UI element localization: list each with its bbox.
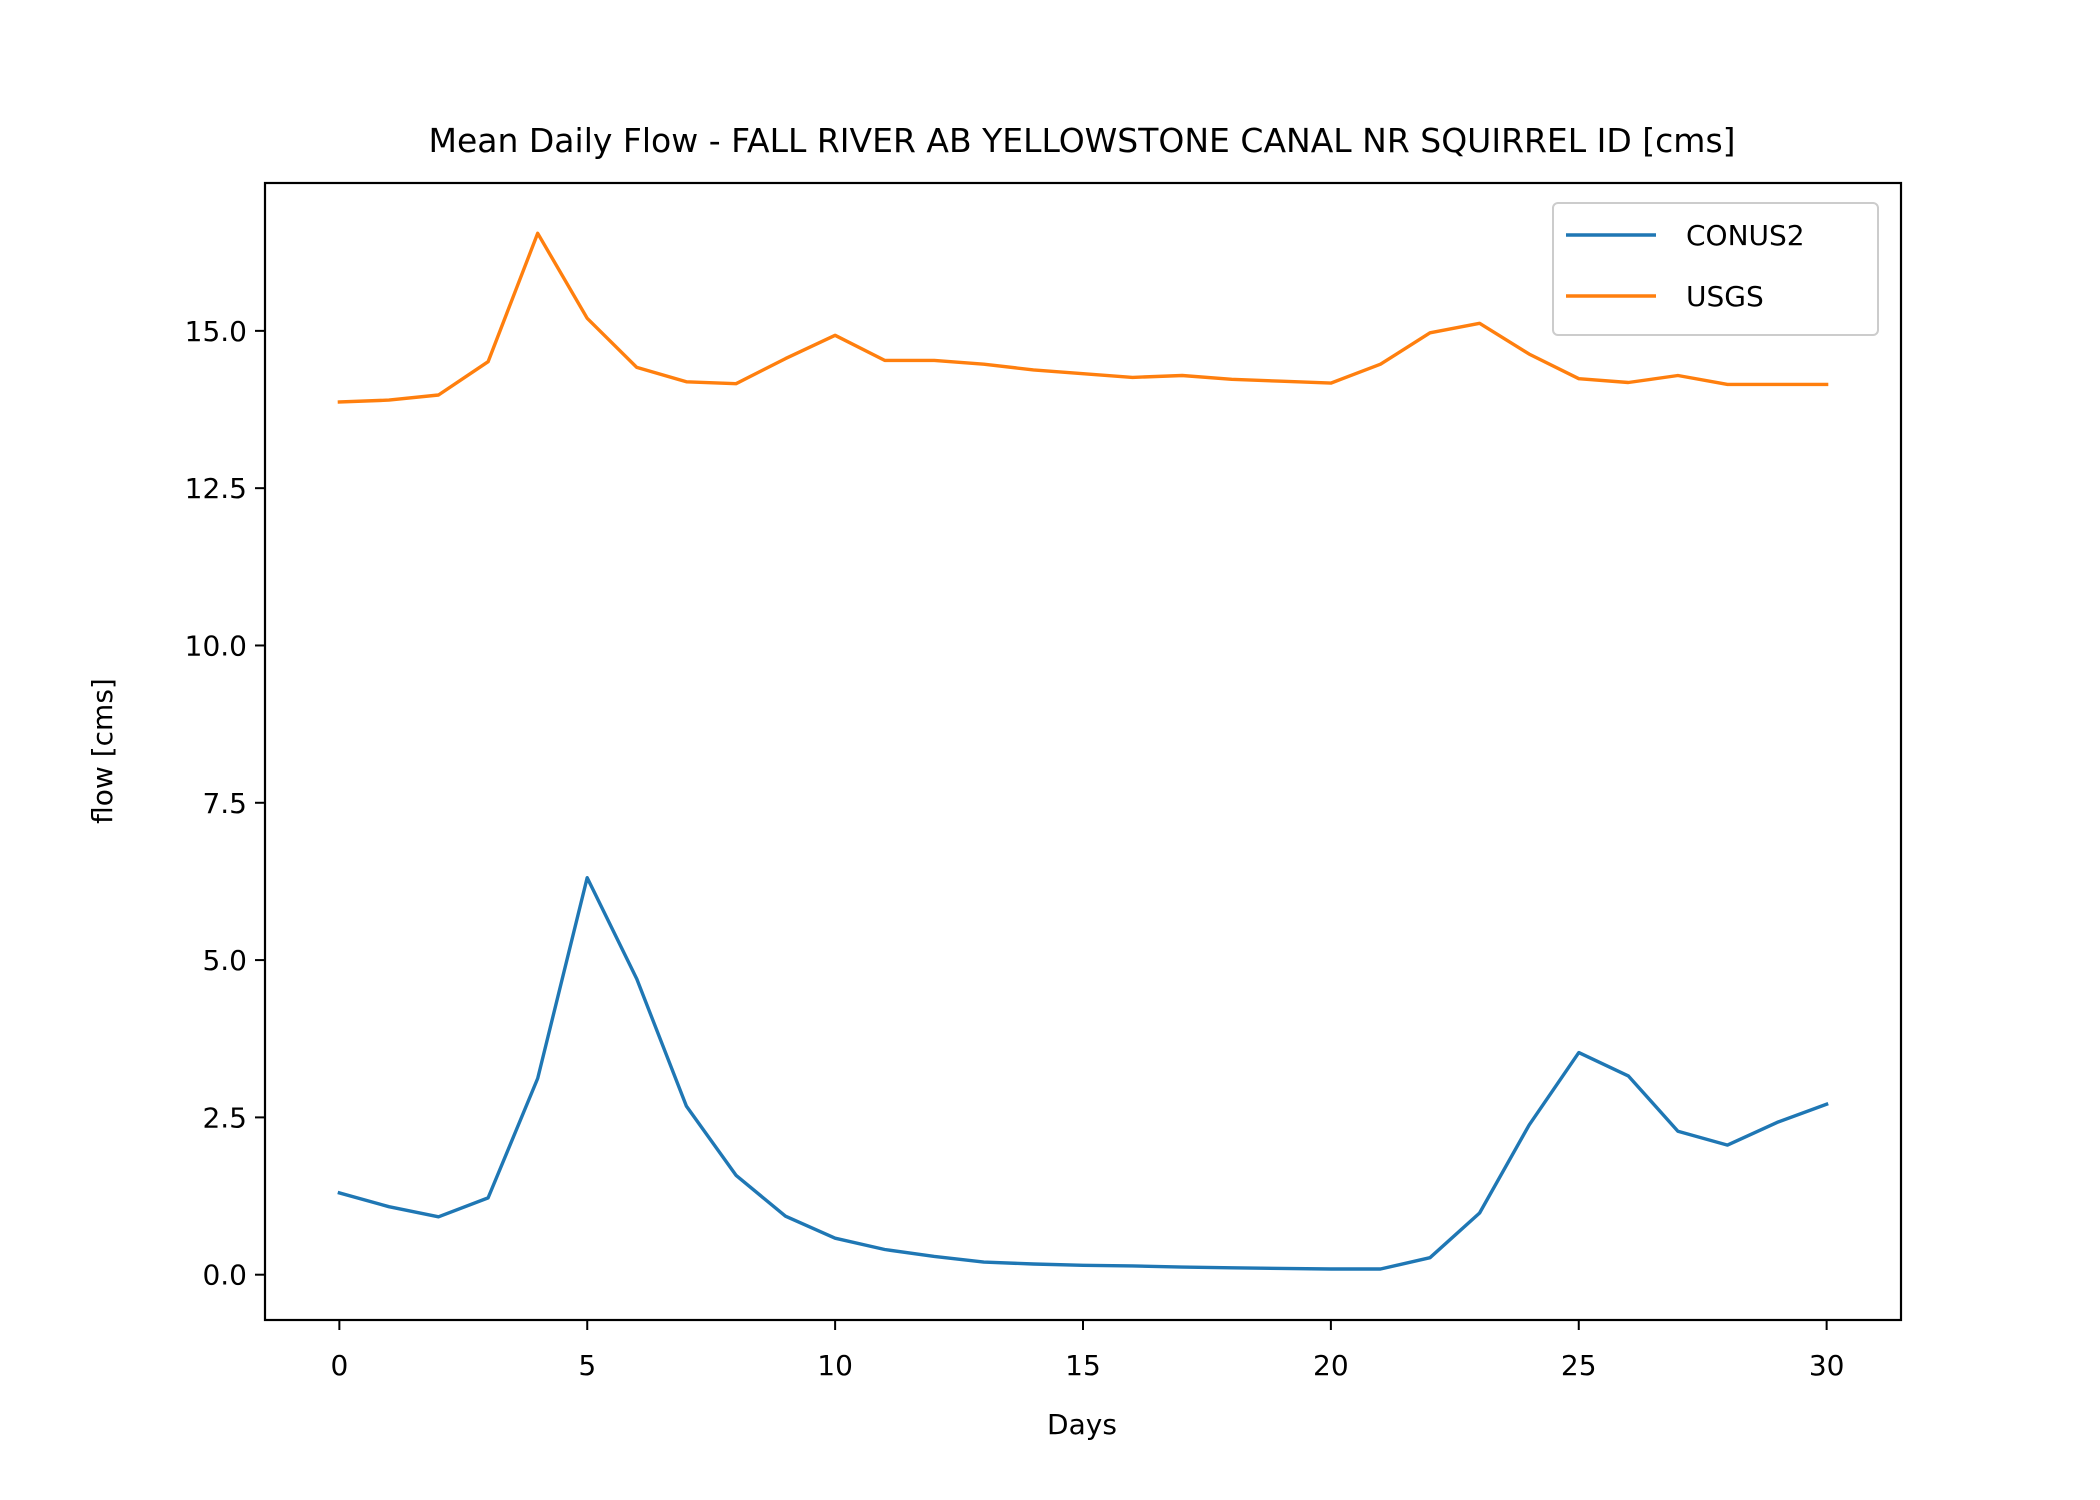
y-tick-label: 2.5 (202, 1101, 247, 1134)
y-tick-label: 10.0 (185, 629, 247, 662)
y-tick-label: 12.5 (185, 472, 247, 505)
x-tick-label: 30 (1809, 1349, 1845, 1382)
y-axis-label: flow [cms] (86, 678, 119, 824)
y-axis-ticks: 0.0 2.5 5.0 7.5 10.0 12.5 15.0 (185, 315, 265, 1292)
legend-label-conus2: CONUS2 (1686, 219, 1805, 252)
chart-title: Mean Daily Flow - FALL RIVER AB YELLOWST… (428, 121, 1735, 160)
x-tick-label: 15 (1065, 1349, 1101, 1382)
x-tick-label: 5 (578, 1349, 596, 1382)
y-tick-label: 15.0 (185, 315, 247, 348)
x-tick-label: 20 (1313, 1349, 1349, 1382)
series-line-usgs (337, 231, 1829, 404)
series-line-conus2 (337, 876, 1829, 1271)
legend-label-usgs: USGS (1686, 280, 1764, 313)
x-axis-ticks: 0 5 10 15 20 25 30 (330, 1320, 1844, 1382)
x-axis-label: Days (1047, 1408, 1117, 1441)
x-tick-label: 0 (330, 1349, 348, 1382)
plot-lines (337, 231, 1829, 1271)
y-tick-label: 5.0 (202, 944, 247, 977)
y-tick-label: 0.0 (202, 1259, 247, 1292)
x-tick-label: 25 (1561, 1349, 1597, 1382)
legend: CONUS2 USGS (1552, 202, 1879, 336)
y-tick-label: 7.5 (202, 787, 247, 820)
x-tick-label: 10 (817, 1349, 853, 1382)
